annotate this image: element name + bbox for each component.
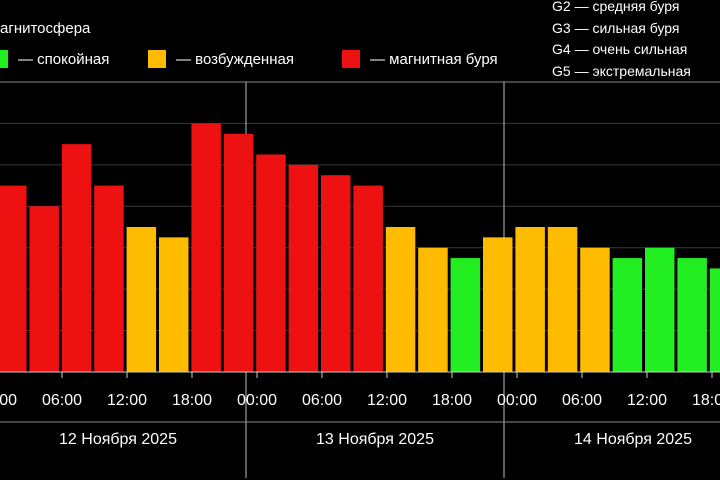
storm-level-g5: G5 — экстремальная [552, 62, 691, 79]
storm-level-legend: G2 — средняя буря G3 — сильная буря G4 —… [552, 0, 691, 82]
date-label: 12 Ноября 2025 [59, 431, 177, 448]
x-tick-label: 18:00 [692, 392, 720, 409]
bar-18 [580, 247, 610, 372]
bar-0 [0, 185, 27, 372]
legend-swatch-quiet [0, 50, 8, 68]
storm-level-g4: G4 — очень сильная [552, 41, 688, 57]
bar-11 [353, 185, 383, 372]
bar-1 [29, 206, 59, 372]
legend-label-quiet: — спокойная [18, 50, 110, 68]
x-tick-label: 06:00 [302, 392, 342, 409]
bar-16 [515, 227, 545, 372]
date-label: 13 Ноября 2025 [316, 431, 434, 448]
legend-title: агнитосфера [0, 20, 91, 37]
bar-10 [321, 175, 351, 372]
legend-item-active: — возбужденная [148, 50, 294, 68]
bar-5 [159, 237, 189, 372]
bar-20 [645, 247, 675, 372]
legend: агнитосфера — спокойная — возбужденная —… [0, 0, 540, 80]
bar-13 [418, 247, 448, 372]
storm-level-g3: G3 — сильная буря [552, 19, 680, 36]
bar-17 [547, 227, 578, 372]
bar-4 [126, 227, 157, 372]
bar-12 [385, 227, 416, 372]
bar-3 [94, 185, 124, 372]
x-tick-label: 12:00 [627, 392, 667, 409]
bar-8 [256, 154, 286, 372]
legend-swatch-storm [342, 50, 360, 68]
storm-level-g2: G2 — средняя буря [552, 0, 680, 14]
bar-6 [191, 123, 221, 372]
legend-label-storm: — магнитная буря [370, 50, 498, 68]
bar-2 [61, 144, 92, 372]
x-tick-label: 06:00 [562, 392, 602, 409]
bar-15 [483, 237, 513, 372]
x-tick-label: 06:00 [42, 392, 82, 409]
x-tick-label: 12:00 [367, 392, 407, 409]
bar-19 [612, 258, 643, 372]
bar-22 [709, 268, 720, 372]
x-tick-label: 00:00 [497, 392, 537, 409]
bar-9 [288, 164, 319, 372]
legend-item-quiet: — спокойная [0, 50, 109, 68]
legend-swatch-active [148, 50, 166, 68]
legend-item-storm: — магнитная буря [342, 50, 498, 68]
bar-7 [223, 133, 254, 372]
x-tick-label: 18:00 [432, 392, 472, 409]
x-tick-label: 00:00 [0, 392, 17, 409]
bar-21 [677, 258, 707, 372]
legend-label-active: — возбужденная [176, 50, 294, 68]
bar-14 [450, 258, 481, 372]
x-tick-label: 12:00 [107, 392, 147, 409]
x-tick-label: 00:00 [237, 392, 277, 409]
date-label: 14 Ноября 2025 [574, 431, 692, 448]
x-tick-label: 18:00 [172, 392, 212, 409]
